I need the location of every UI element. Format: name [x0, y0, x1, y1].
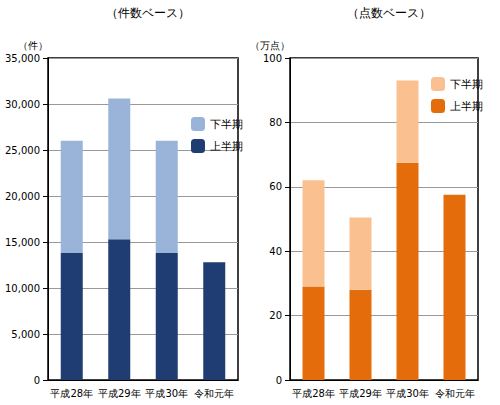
svg-text:（万点）: （万点）	[250, 40, 290, 51]
svg-text:0: 0	[34, 375, 40, 386]
svg-text:平成29年: 平成29年	[339, 388, 382, 399]
svg-text:令和元年: 令和元年	[435, 388, 475, 399]
svg-text:平成28年: 平成28年	[50, 388, 93, 399]
svg-text:20: 20	[269, 310, 282, 321]
svg-text:20,000: 20,000	[5, 191, 40, 202]
svg-text:35,000: 35,000	[5, 53, 40, 64]
svg-text:30,000: 30,000	[5, 99, 40, 110]
svg-text:40: 40	[269, 246, 282, 257]
svg-text:100: 100	[263, 53, 282, 64]
svg-text:（件）: （件）	[18, 40, 48, 51]
svg-text:平成29年: 平成29年	[98, 388, 141, 399]
svg-text:下半期: 下半期	[210, 118, 243, 131]
svg-text:（件数ベース）: （件数ベース）	[106, 6, 190, 20]
svg-text:平成30年: 平成30年	[386, 388, 429, 399]
svg-text:0: 0	[276, 375, 282, 386]
svg-text:80: 80	[269, 117, 282, 128]
svg-text:10,000: 10,000	[5, 283, 40, 294]
svg-text:令和元年: 令和元年	[194, 388, 234, 399]
svg-text:（点数ベース）: （点数ベース）	[347, 6, 431, 20]
svg-text:下半期: 下半期	[450, 78, 483, 91]
svg-text:平成28年: 平成28年	[292, 388, 335, 399]
svg-text:上半期: 上半期	[210, 140, 243, 153]
svg-text:平成30年: 平成30年	[145, 388, 188, 399]
svg-text:上半期: 上半期	[450, 100, 483, 113]
svg-text:15,000: 15,000	[5, 237, 40, 248]
svg-text:5,000: 5,000	[11, 329, 40, 340]
svg-text:25,000: 25,000	[5, 145, 40, 156]
svg-text:60: 60	[269, 181, 282, 192]
